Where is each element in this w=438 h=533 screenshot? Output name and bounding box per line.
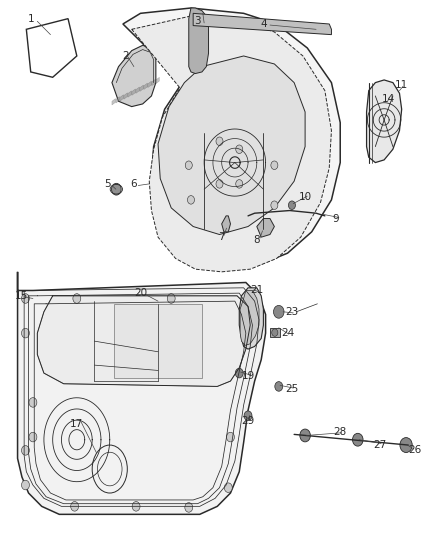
Text: 9: 9 xyxy=(332,214,339,223)
Circle shape xyxy=(235,145,242,154)
Polygon shape xyxy=(124,93,127,99)
Text: 5: 5 xyxy=(104,179,111,189)
Text: 14: 14 xyxy=(381,94,394,103)
Circle shape xyxy=(215,137,223,146)
Circle shape xyxy=(215,180,223,188)
Polygon shape xyxy=(240,290,258,345)
Polygon shape xyxy=(116,96,119,103)
Text: 26: 26 xyxy=(407,446,420,455)
Text: 15: 15 xyxy=(14,291,28,301)
Text: 19: 19 xyxy=(241,371,254,381)
Polygon shape xyxy=(188,8,208,74)
Polygon shape xyxy=(123,8,339,266)
Text: 28: 28 xyxy=(333,427,346,437)
Text: 27: 27 xyxy=(372,440,385,450)
Polygon shape xyxy=(269,328,279,337)
Text: 2: 2 xyxy=(121,51,128,61)
Polygon shape xyxy=(127,91,131,97)
Circle shape xyxy=(21,480,29,490)
Polygon shape xyxy=(193,13,331,35)
Circle shape xyxy=(235,180,242,188)
Circle shape xyxy=(399,438,411,453)
Circle shape xyxy=(274,382,282,391)
Polygon shape xyxy=(131,89,135,95)
Circle shape xyxy=(29,432,37,442)
Polygon shape xyxy=(152,79,155,86)
Text: 8: 8 xyxy=(253,235,260,245)
Circle shape xyxy=(73,294,81,303)
Polygon shape xyxy=(256,219,274,237)
Polygon shape xyxy=(120,95,123,101)
Circle shape xyxy=(271,329,277,336)
Text: 23: 23 xyxy=(285,307,298,317)
Polygon shape xyxy=(366,80,401,163)
Polygon shape xyxy=(148,81,151,87)
Circle shape xyxy=(167,294,175,303)
Circle shape xyxy=(185,161,192,169)
Circle shape xyxy=(29,398,37,407)
Polygon shape xyxy=(140,85,143,92)
Polygon shape xyxy=(155,77,159,84)
Circle shape xyxy=(235,368,243,378)
Circle shape xyxy=(352,433,362,446)
Circle shape xyxy=(244,411,251,421)
Polygon shape xyxy=(112,45,155,107)
Polygon shape xyxy=(136,87,139,93)
Polygon shape xyxy=(37,296,250,386)
Text: 6: 6 xyxy=(130,179,137,189)
Polygon shape xyxy=(18,272,265,514)
Circle shape xyxy=(299,429,310,442)
Circle shape xyxy=(184,503,192,512)
Text: 4: 4 xyxy=(259,19,266,29)
Text: 24: 24 xyxy=(280,328,293,338)
Text: 17: 17 xyxy=(70,419,83,429)
Polygon shape xyxy=(114,304,201,378)
Text: 3: 3 xyxy=(194,17,201,26)
Text: 10: 10 xyxy=(298,192,311,202)
Circle shape xyxy=(270,161,277,169)
Polygon shape xyxy=(221,216,230,232)
Text: 20: 20 xyxy=(134,288,147,298)
Polygon shape xyxy=(112,99,115,105)
Circle shape xyxy=(132,502,140,511)
Text: 25: 25 xyxy=(285,384,298,394)
Circle shape xyxy=(273,305,283,318)
Polygon shape xyxy=(158,56,304,235)
Text: 21: 21 xyxy=(250,286,263,295)
Circle shape xyxy=(21,446,29,455)
Circle shape xyxy=(21,294,29,303)
Text: 11: 11 xyxy=(394,80,407,90)
Circle shape xyxy=(270,201,277,209)
Circle shape xyxy=(224,483,232,492)
Text: 7: 7 xyxy=(218,232,225,242)
Polygon shape xyxy=(239,288,263,349)
Circle shape xyxy=(71,502,78,511)
Circle shape xyxy=(111,183,121,195)
Circle shape xyxy=(288,201,295,209)
Polygon shape xyxy=(131,16,331,272)
Circle shape xyxy=(226,432,234,442)
Circle shape xyxy=(187,196,194,204)
Polygon shape xyxy=(144,83,147,90)
Circle shape xyxy=(21,328,29,338)
Text: 29: 29 xyxy=(241,416,254,426)
Text: 1: 1 xyxy=(27,14,34,23)
